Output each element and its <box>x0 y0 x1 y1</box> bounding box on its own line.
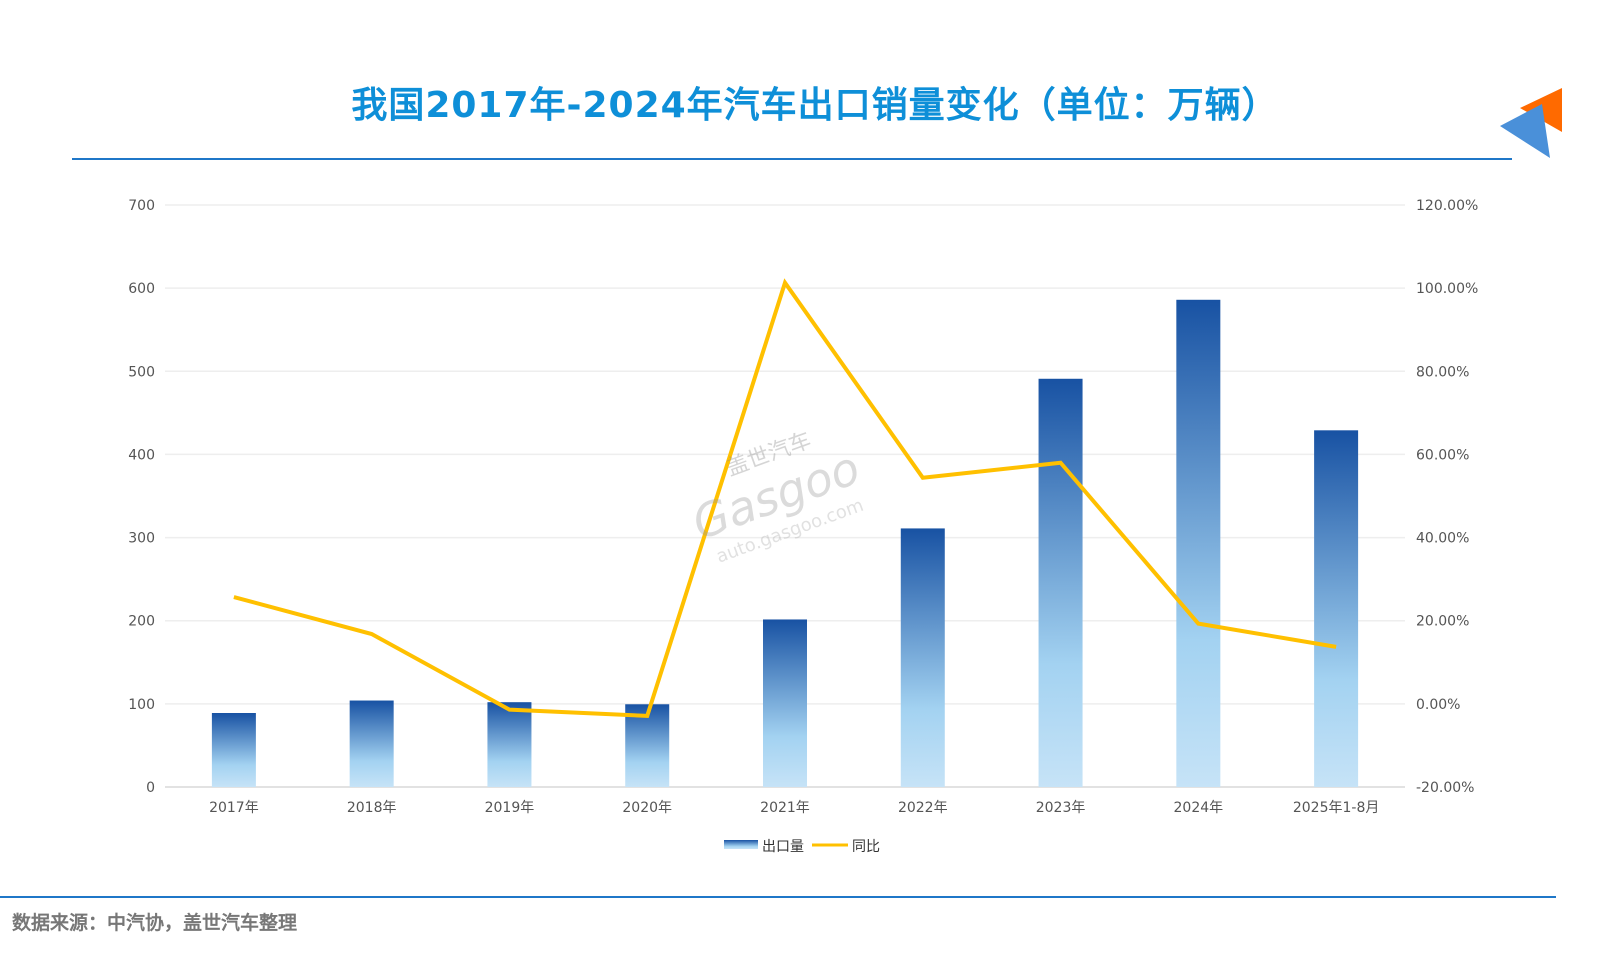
y-right-tick: -20.00% <box>1416 780 1474 796</box>
legend: 出口量 同比 <box>724 839 880 855</box>
legend-bar-swatch <box>724 840 758 849</box>
bar <box>349 700 394 787</box>
footer-divider <box>0 896 1556 898</box>
x-tick: 2024年 <box>1174 800 1224 816</box>
x-tick: 2020年 <box>622 800 672 816</box>
x-tick: 2021年 <box>760 800 810 816</box>
bar <box>1314 430 1359 787</box>
bar <box>487 702 532 787</box>
watermark: 盖世汽车 Gasgoo auto.gasgoo.com <box>685 428 866 568</box>
chart: 0 -20.00% 100 0.00% 200 20.00% 300 40.00% 400 60.… <box>128 198 1478 855</box>
bar <box>211 713 256 787</box>
title-divider <box>72 158 1512 160</box>
y-left-tick: 500 <box>128 364 155 380</box>
x-tick: 2018年 <box>347 800 397 816</box>
bar <box>763 619 807 787</box>
x-tick: 2025年1-8月 <box>1293 800 1380 816</box>
chart-title: 我国2017年-2024年汽车出口销量变化（单位：万辆） <box>351 85 1279 126</box>
y-left-tick: 0 <box>146 780 155 796</box>
y-left-tick: 700 <box>128 198 155 214</box>
data-source: 数据来源：中汽协，盖世汽车整理 <box>12 912 298 934</box>
y-left-tick: 100 <box>128 697 155 713</box>
x-tick: 2022年 <box>898 800 948 816</box>
y-left-tick: 200 <box>128 614 155 630</box>
bar <box>900 528 945 787</box>
bar <box>1038 378 1083 787</box>
y-right-tick: 20.00% <box>1416 614 1469 630</box>
x-tick: 2017年 <box>209 800 259 816</box>
y-right-tick: 40.00% <box>1416 531 1469 547</box>
y-left-tick: 600 <box>128 281 155 297</box>
legend-label-yoy: 同比 <box>852 839 880 855</box>
y-right-tick: 60.00% <box>1416 447 1469 463</box>
y-left-tick: 400 <box>128 447 155 463</box>
y-left-tick: 300 <box>128 531 155 547</box>
bar <box>1176 299 1221 787</box>
legend-label-exports: 出口量 <box>762 839 804 855</box>
bar <box>625 704 670 787</box>
y-right-tick: 120.00% <box>1416 198 1478 214</box>
y-right-tick: 80.00% <box>1416 364 1469 380</box>
corner-logo-icon <box>1500 88 1562 158</box>
x-tick: 2019年 <box>485 800 535 816</box>
y-right-tick: 100.00% <box>1416 281 1478 297</box>
x-tick: 2023年 <box>1036 800 1086 816</box>
y-right-tick: 0.00% <box>1416 697 1460 713</box>
